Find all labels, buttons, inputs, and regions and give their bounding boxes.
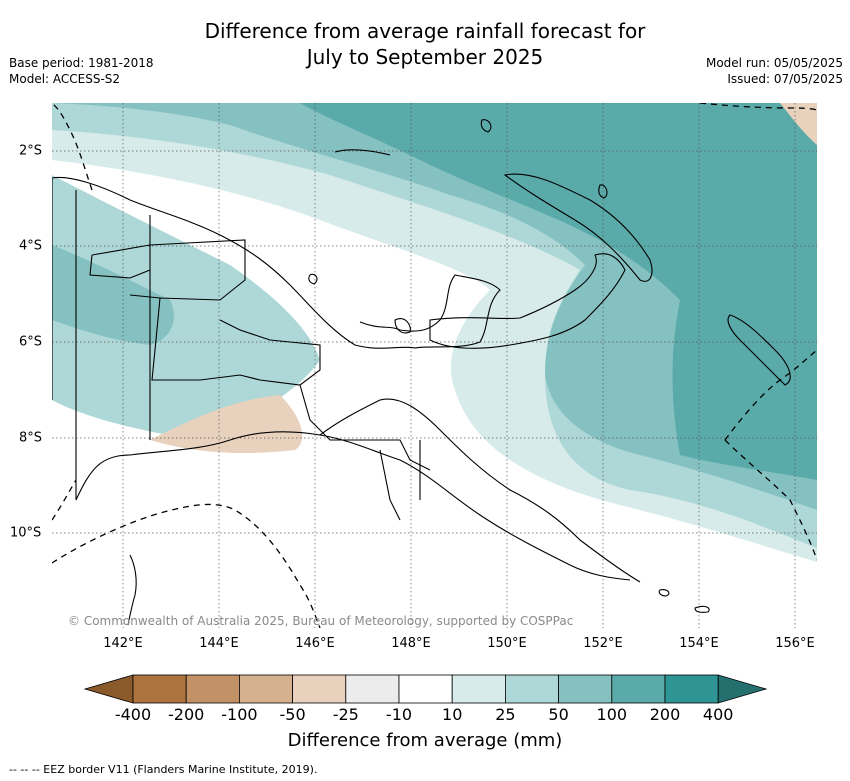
- colorbar-extend-low: [83, 674, 134, 704]
- colorbar-title: Difference from average (mm): [287, 730, 563, 751]
- colorbar-segment: [611, 674, 666, 704]
- colorbar-segment: [558, 674, 613, 704]
- colorbar-segment: [345, 674, 400, 704]
- lat-label-8s: 8°S: [19, 430, 43, 446]
- eez-borders: [52, 103, 817, 628]
- eez-footnote: -- -- -- EEZ border V11 (Flanders Marine…: [9, 763, 318, 776]
- colorbar-tick-label: 100: [596, 705, 628, 724]
- colorbar-tick-label: -400: [114, 705, 152, 724]
- lon-label-148: 148°E: [391, 636, 431, 651]
- band-west-50-100: [52, 245, 174, 345]
- manus-coast: [334, 149, 391, 156]
- colorbar-tick-label: -50: [279, 705, 306, 724]
- colorbar-tick-label: -200: [168, 705, 205, 724]
- papuan-peninsula: [319, 398, 641, 583]
- gridlines: [52, 103, 817, 628]
- band-100-200: [300, 103, 817, 480]
- colorbar-tick-label: 200: [649, 705, 681, 724]
- base-period: Base period: 1981-2018: [9, 56, 154, 70]
- colorbar-tick-label: 50: [548, 705, 569, 724]
- colorbar-segment: [451, 674, 506, 704]
- new-guinea-coast: [52, 176, 631, 581]
- coastlines: [52, 119, 791, 626]
- colorbar-segment: [185, 674, 240, 704]
- colorbar-tick-label: -25: [332, 705, 359, 724]
- model-name: Model: ACCESS-S2: [9, 72, 121, 86]
- map-title: Difference from average rainfall forecas…: [0, 18, 850, 70]
- new-britain-coast: [429, 253, 626, 349]
- colorbar-segment: [292, 674, 347, 704]
- colorbar-tick-label: -100: [221, 705, 258, 724]
- colorbar-tick-label: -10: [385, 705, 413, 724]
- bougainville-coast: [727, 314, 791, 386]
- colorbar-tick-label: 400: [702, 705, 734, 724]
- lat-label-6s: 6°S: [19, 334, 43, 350]
- colorbar-segment: [398, 674, 453, 704]
- lon-label-152: 152°E: [583, 636, 623, 651]
- lon-label-142: 142°E: [103, 636, 143, 651]
- title-line-1: Difference from average rainfall forecas…: [204, 19, 646, 43]
- colorbar-segment: [664, 674, 719, 704]
- lat-label-10s: 10°S: [10, 525, 42, 541]
- colorbar-segment: [504, 674, 559, 704]
- run-info: Model run: 05/05/2025 Issued: 07/05/2025: [706, 55, 843, 87]
- islands: [308, 119, 710, 613]
- lon-label-144: 144°E: [199, 636, 239, 651]
- lat-label-2s: 2°S: [19, 143, 43, 159]
- band-ne-corner: [780, 103, 817, 145]
- lat-label-4s: 4°S: [19, 238, 43, 254]
- colorbar-extend-high: [717, 674, 768, 704]
- lon-label-156: 156°E: [775, 636, 815, 651]
- colorbar-segment: [238, 674, 293, 704]
- band-west-dry: [150, 395, 303, 453]
- lon-label-154: 154°E: [679, 636, 719, 651]
- new-ireland-coast: [503, 173, 653, 282]
- model-run-date: Model run: 05/05/2025: [705, 56, 843, 70]
- torres-strait-coast: [127, 554, 137, 626]
- title-line-2: July to September 2025: [306, 45, 544, 69]
- province-borders: [89, 239, 431, 521]
- lon-label-146: 146°E: [295, 636, 335, 651]
- band-west-25-50: [52, 175, 320, 440]
- copyright-notice: © Commonwealth of Australia 2025, Bureau…: [68, 614, 574, 628]
- model-info: Base period: 1981-2018 Model: ACCESS-S2: [9, 55, 154, 87]
- rainfall-shading: [52, 103, 817, 628]
- colorbar-segment: [132, 674, 187, 704]
- colorbar-tick-label: 10: [442, 705, 463, 724]
- colorbar-tick-label: 25: [495, 705, 516, 724]
- issued-date: Issued: 07/05/2025: [727, 72, 843, 86]
- lon-label-150: 150°E: [487, 636, 527, 651]
